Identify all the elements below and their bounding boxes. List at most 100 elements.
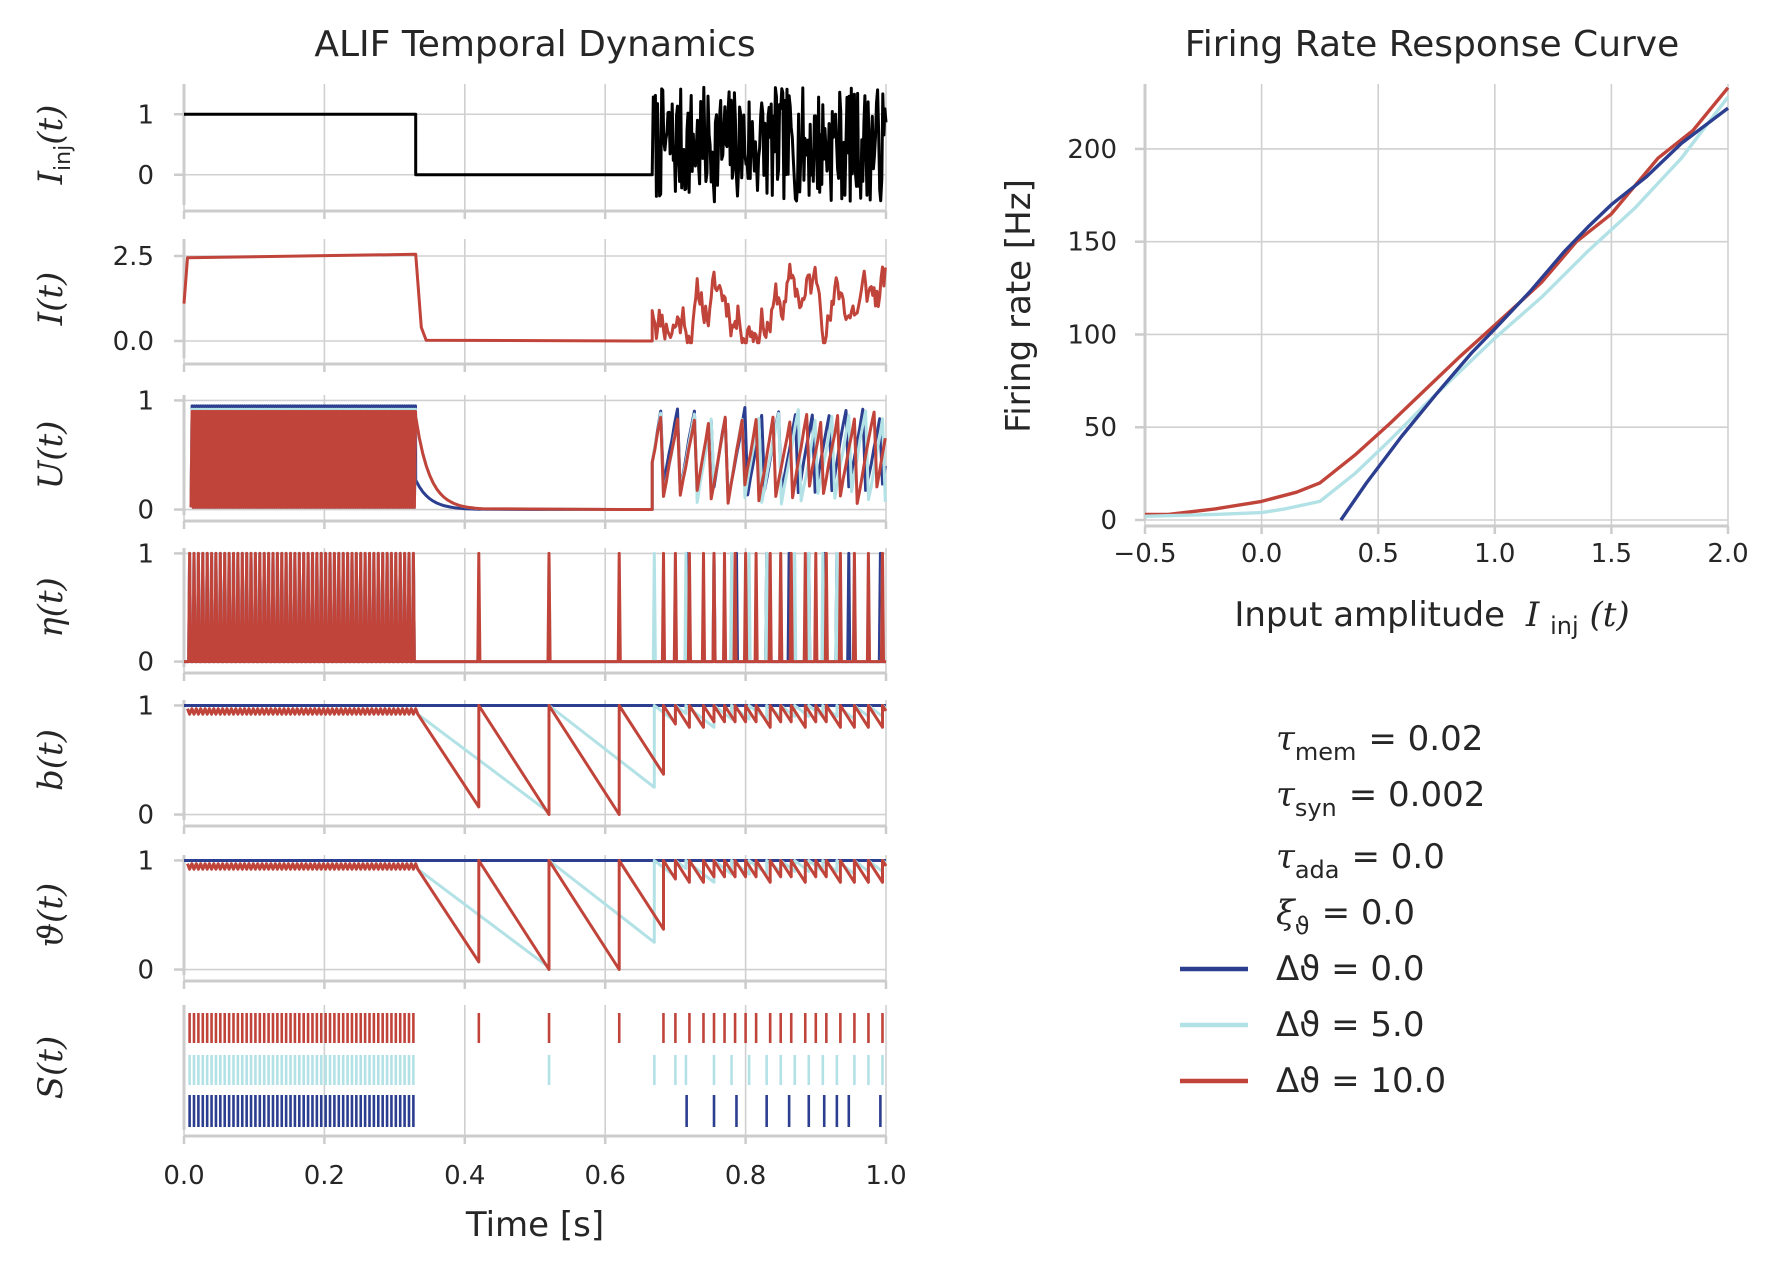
panel-theta-ylabel: ϑ(t)	[31, 883, 71, 948]
ylabel-arg: (t)	[31, 577, 71, 617]
ylabel-arg: (t)	[31, 1036, 71, 1076]
panel-S: S(t)	[31, 1005, 888, 1144]
right-ytick-label: 100	[1067, 320, 1117, 350]
param-ada: τada = 0.0	[1276, 837, 1445, 884]
alif-dynamics-chart: ALIF Temporal Dynamics 10Iinj(t)2.50.0I(…	[31, 24, 907, 1245]
right-x-label-text: Input amplitude	[1234, 595, 1505, 635]
param-symbol: τ	[1276, 775, 1296, 815]
param-value: = 0.0	[1351, 837, 1444, 877]
membrane-dtheta_10	[189, 409, 887, 511]
panel-theta-plot	[184, 859, 888, 971]
panel-I-ytick-label: 0.0	[113, 327, 154, 357]
param-subscript: syn	[1295, 794, 1337, 822]
legend: Δϑ = 0.0 Δϑ = 5.0 Δϑ = 10.0	[1180, 949, 1446, 1101]
left-xtick-label: 1.0	[865, 1161, 906, 1191]
panel-eta-plot	[184, 551, 886, 664]
param-syn: τsyn = 0.002	[1276, 775, 1485, 822]
ylabel-base: b	[31, 769, 71, 791]
left-xtick-label: 0.6	[585, 1161, 626, 1191]
panel-I: 2.5 0.0 I(t)	[31, 239, 888, 372]
panel-I-ylabel: I(t)	[31, 272, 71, 327]
right-xtick-label: 1.5	[1591, 539, 1632, 569]
ylabel-base: S	[31, 1076, 71, 1099]
right-ytick-label: 200	[1067, 135, 1117, 165]
ylabel-base: U	[31, 459, 71, 489]
left-chart-title: ALIF Temporal Dynamics	[314, 24, 755, 65]
right-x-label-math-arg: (t)	[1589, 595, 1629, 635]
firing-rate-chart: Firing Rate Response Curve −0.5 0.0 0.5 1.0…	[999, 24, 1749, 643]
panel-eta-ylabel: η(t)	[31, 577, 71, 638]
ylabel-base: ϑ	[31, 923, 71, 947]
param-subscript: mem	[1295, 738, 1357, 766]
param-value: = 0.0	[1322, 893, 1415, 933]
left-xtick-label: 0.2	[304, 1161, 345, 1191]
panel-b-ytick-label: 1	[137, 691, 154, 721]
b-dtheta_10	[186, 704, 888, 816]
right-ytick-label: 150	[1067, 228, 1117, 258]
param-subscript: ada	[1295, 856, 1340, 884]
ylabel-base: I	[31, 311, 71, 326]
panel-theta-ytick-label: 0	[137, 956, 154, 986]
param-value: = 0.02	[1368, 719, 1483, 759]
legend-label-dtheta_10: Δϑ = 10.0	[1276, 1061, 1446, 1101]
panel-I_inj: 1 0 Iinj(t)	[31, 84, 888, 219]
left-xtick-label: 0.0	[163, 1161, 204, 1191]
legend-label-dtheta_0: Δϑ = 0.0	[1276, 949, 1424, 989]
ylabel-base: η	[31, 617, 71, 638]
panel-U-ytick-label: 1	[137, 386, 154, 416]
right-chart-title: Firing Rate Response Curve	[1185, 24, 1680, 65]
left-xtick-label: 0.4	[444, 1161, 485, 1191]
param-ϑ: ξϑ = 0.0	[1276, 893, 1415, 940]
legend-label-dtheta_5: Δϑ = 5.0	[1276, 1005, 1424, 1045]
right-x-label-math: I	[1525, 595, 1540, 635]
right-x-axis-label: Input amplitude I inj (t)	[1234, 595, 1629, 643]
panel-U-ylabel: U(t)	[31, 421, 71, 490]
right-xtick-label: 0.0	[1241, 539, 1282, 569]
right-ytick-label: 0	[1100, 506, 1117, 536]
injected-current-line	[184, 85, 888, 204]
ylabel-sub: inj	[51, 145, 76, 171]
panel-U-plot	[189, 404, 887, 511]
panel-eta: 1 0 η(t)	[31, 539, 888, 681]
param-symbol: ξ	[1276, 893, 1297, 933]
ylabel-arg: (t)	[31, 421, 71, 461]
panel-S-plot	[188, 1013, 884, 1127]
right-xtick-label: −0.5	[1113, 539, 1176, 569]
param-mem: τmem = 0.02	[1276, 719, 1483, 766]
panel-b-ylabel: b(t)	[31, 729, 71, 791]
param-symbol: τ	[1276, 719, 1296, 759]
panel-I_inj-plot	[184, 85, 888, 204]
panel-theta: 1 0 ϑ(t)	[31, 846, 888, 989]
param-symbol: τ	[1276, 837, 1296, 877]
right-xtick-label: 2.0	[1707, 539, 1748, 569]
panel-I-ytick-label: 2.5	[113, 242, 154, 272]
right-xtick-label: 0.5	[1358, 539, 1399, 569]
panel-b: 1 0 b(t)	[31, 691, 888, 834]
left-xtick-label: 0.8	[725, 1161, 766, 1191]
rate-curve-dtheta_0	[1339, 106, 1730, 521]
ylabel-arg: (t)	[31, 729, 71, 769]
panel-b-plot	[184, 704, 888, 816]
panel-U-ytick-label: 0	[137, 496, 154, 526]
panel-theta-ytick-label: 1	[137, 846, 154, 876]
panel-U: 1 0 U(t)	[31, 386, 888, 529]
panel-I-plot	[182, 252, 887, 345]
ylabel-base: I	[31, 170, 71, 185]
left-x-axis-label: Time [s]	[465, 1205, 604, 1245]
eta-dtheta_10	[184, 551, 886, 664]
rate-curve-dtheta_10	[1145, 86, 1730, 517]
right-xtick-label: 1.0	[1474, 539, 1515, 569]
ylabel-arg: (t)	[31, 883, 71, 923]
right-y-axis-label: Firing rate [Hz]	[999, 179, 1039, 433]
theta-dtheta_10	[186, 859, 888, 971]
panel-I_inj-ytick-label: 0	[137, 161, 154, 191]
panel-S-ylabel: S(t)	[31, 1036, 71, 1100]
rate-curve-dtheta_5	[1144, 95, 1730, 518]
panel-eta-ytick-label: 0	[137, 648, 154, 678]
right-ytick-label: 50	[1084, 413, 1117, 443]
panel-eta-ytick-label: 1	[137, 539, 154, 569]
ylabel-arg: (t)	[31, 105, 71, 145]
panel-b-ytick-label: 0	[137, 801, 154, 831]
